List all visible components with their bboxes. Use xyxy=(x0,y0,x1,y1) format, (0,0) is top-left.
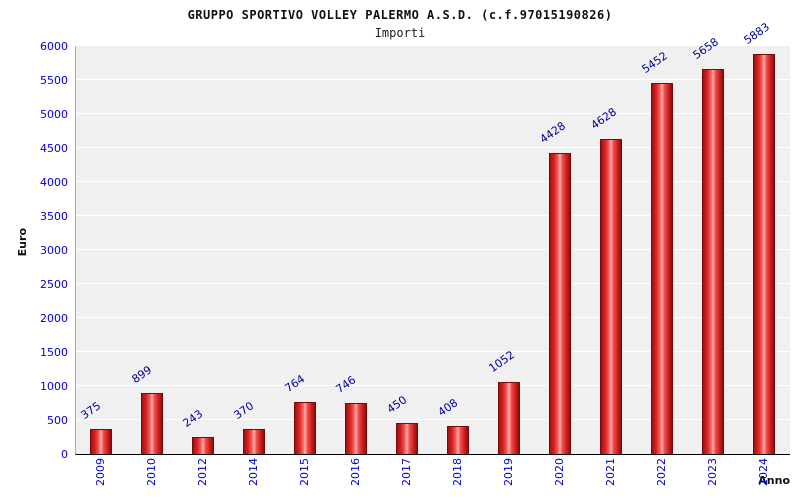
x-tick-label: 2015 xyxy=(279,458,330,498)
y-tick-label: 3500 xyxy=(40,210,68,223)
bar-2021 xyxy=(599,139,622,454)
bar-2012 xyxy=(191,437,214,454)
bar-2023 xyxy=(701,69,724,454)
x-tick-label: 2009 xyxy=(75,458,126,498)
gridline xyxy=(76,79,790,80)
x-tick-text: 2010 xyxy=(145,458,158,486)
y-tick-label: 5000 xyxy=(40,108,68,121)
x-tick-label: 2010 xyxy=(126,458,177,498)
x-tick-text: 2018 xyxy=(451,458,464,486)
x-tick-label: 2017 xyxy=(381,458,432,498)
y-tick-label: 1000 xyxy=(40,380,68,393)
y-tick-label: 5500 xyxy=(40,74,68,87)
x-tick-text: 2023 xyxy=(706,458,719,486)
bar-2018 xyxy=(446,426,469,454)
y-tick-label: 500 xyxy=(47,414,68,427)
bar-2020 xyxy=(548,152,571,454)
bar-2014 xyxy=(242,428,265,454)
bar-2015 xyxy=(293,402,316,454)
y-tick-label: 4000 xyxy=(40,176,68,189)
gridline xyxy=(76,113,790,114)
gridline xyxy=(76,215,790,216)
x-tick-text: 2021 xyxy=(604,458,617,486)
gridline xyxy=(76,317,790,318)
gridline xyxy=(76,181,790,182)
x-tick-text: 2012 xyxy=(196,458,209,486)
bar-value-label: 5883 xyxy=(741,20,772,47)
x-tick-label: 2018 xyxy=(432,458,483,498)
x-tick-label: 2024 xyxy=(738,458,789,498)
bar-2022 xyxy=(650,83,673,454)
chart-subtitle: Importi xyxy=(374,26,426,40)
x-tick-label: 2019 xyxy=(483,458,534,498)
bar-2016 xyxy=(344,403,367,454)
chart-title: GRUPPO SPORTIVO VOLLEY PALERMO A.S.D. (c… xyxy=(187,8,613,22)
y-tick-label: 4500 xyxy=(40,142,68,155)
gridline xyxy=(76,385,790,386)
gridline xyxy=(76,147,790,148)
bar-2024 xyxy=(752,53,775,454)
gridline xyxy=(76,249,790,250)
y-tick-label: 1500 xyxy=(40,346,68,359)
x-tick-label: 2012 xyxy=(177,458,228,498)
gridline xyxy=(76,419,790,420)
x-tick-label: 2022 xyxy=(636,458,687,498)
plot-area xyxy=(75,45,790,455)
x-tick-text: 2009 xyxy=(94,458,107,486)
x-axis-title: Anno xyxy=(758,474,790,487)
x-tick-label: 2023 xyxy=(687,458,738,498)
x-tick-text: 2015 xyxy=(298,458,311,486)
x-tick-label: 2020 xyxy=(534,458,585,498)
x-tick-label: 2016 xyxy=(330,458,381,498)
x-tick-text: 2022 xyxy=(655,458,668,486)
bar-2010 xyxy=(140,392,163,454)
x-tick-text: 2020 xyxy=(553,458,566,486)
y-tick-label: 0 xyxy=(61,448,68,461)
bar-2019 xyxy=(497,382,520,454)
y-tick-label: 2500 xyxy=(40,278,68,291)
bar-2009 xyxy=(89,428,112,454)
y-tick-label: 3000 xyxy=(40,244,68,257)
gridline xyxy=(76,45,790,46)
gridline xyxy=(76,351,790,352)
x-tick-label: 2014 xyxy=(228,458,279,498)
y-tick-label: 2000 xyxy=(40,312,68,325)
x-tick-text: 2016 xyxy=(349,458,362,486)
gridline xyxy=(76,283,790,284)
x-tick-text: 2014 xyxy=(247,458,260,486)
x-tick-text: 2019 xyxy=(502,458,515,486)
bar-2017 xyxy=(395,423,418,454)
x-tick-label: 2021 xyxy=(585,458,636,498)
x-tick-text: 2024 xyxy=(757,458,770,486)
y-tick-label: 6000 xyxy=(40,40,68,53)
x-tick-text: 2017 xyxy=(400,458,413,486)
